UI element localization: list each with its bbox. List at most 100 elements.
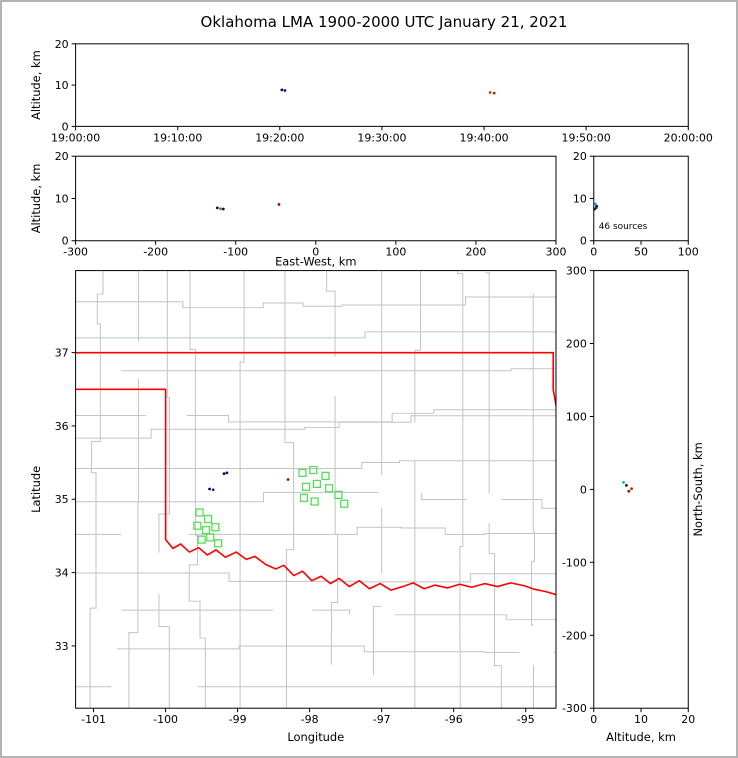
y-tick-label: 36 [55,420,69,433]
lma-station-marker [301,482,311,491]
axes-frame [75,43,689,127]
x-tick-label: 100 [385,246,406,259]
ew-height-ylabel: Altitude, km [29,164,43,234]
ew-height-panel: -300 -200 -100 0 100 200 300 0 10 20 East-West, km… [29,150,567,268]
source-point [222,472,226,476]
x-tick-label: 100 [678,246,699,259]
y-tick-label: 0 [62,235,69,248]
x-tick-label: -98 [301,713,319,726]
y-tick-label: 10 [573,192,587,205]
ns-height-xlabel: Altitude, km [606,730,676,744]
x-tick-label: 0 [590,246,597,259]
lma-station-marker [334,490,343,499]
y-tick-label: 0 [580,235,587,248]
ns-height-panel: 0 10 20 -300 -200 -100 0 100 200 300 Altitude, km N… [562,265,705,744]
x-tick-label: 0 [590,713,597,726]
lma-station-marker [193,521,202,530]
map-xlabel: Longitude [287,730,344,744]
x-tick-label: 300 [546,246,567,259]
x-tick-label: 19:00:00 [51,131,100,144]
y-tick-label: 10 [55,79,69,92]
y-tick-label: 100 [566,410,587,423]
y-tick-label: 200 [566,337,587,350]
lma-station-marker [211,523,220,532]
y-tick-label: -100 [562,556,587,569]
axes-frame [75,155,557,242]
x-tick-label: -99 [229,713,247,726]
x-tick-label: -100 [223,246,248,259]
source-point [225,471,229,475]
lma-station-marker [321,471,330,480]
y-tick-label: 0 [580,483,587,496]
source-point [622,481,625,484]
time-height-panel: 19:00:00 19:10:00 19:20:00 19:30:00 19:40:00… [29,38,713,144]
y-tick-label: 0 [62,120,69,133]
y-tick-label: 34 [55,567,69,580]
y-tick-label: -300 [562,702,587,715]
source-point [221,207,225,211]
source-point [595,204,599,208]
y-tick-label: 37 [55,347,69,360]
axes-frame [593,270,689,709]
x-tick-label: -100 [153,713,178,726]
x-tick-label: -300 [63,246,88,259]
lma-station-marker [206,533,215,542]
x-tick-label: -101 [81,713,106,726]
lma-station-marker [214,539,223,548]
source-point [630,487,633,491]
x-tick-label: 0 [312,246,319,259]
y-tick-label: -200 [562,629,587,642]
x-tick-label: 19:50:00 [562,131,611,144]
alt-hist-panel: 0 50 100 0 10 20 46 sources [573,150,699,258]
source-point [277,203,281,206]
lma-station-marker [195,508,204,517]
lma-station-marker [203,514,213,524]
lma-station-marker [309,465,318,475]
y-tick-label: 35 [55,493,69,506]
state-border [552,351,556,407]
x-tick-label: -200 [143,246,168,259]
x-tick-label: -96 [445,713,463,726]
y-tick-label: 20 [55,150,69,163]
source-point [286,478,290,481]
map-panel: -101 -100 -99 -98 -97 -96 -95 33 34 35 36 37 Longitu… [29,270,557,744]
lma-station-marker [197,535,206,544]
y-tick-label: 300 [566,265,587,278]
x-tick-label: -97 [373,713,391,726]
map-ylabel: Latitude [29,466,43,513]
ns-height-ylabel: North-South, km [691,442,705,536]
x-tick-label: 19:40:00 [460,131,509,144]
lma-station-marker [310,497,319,506]
y-tick-label: 33 [55,640,69,653]
lma-station-marker [312,479,322,489]
x-tick-label: 19:10:00 [153,131,202,144]
time-height-ylabel: Altitude, km [29,50,43,120]
source-count-annotation: 46 sources [599,222,648,232]
x-tick-label: 200 [465,246,486,259]
lma-station-marker [324,484,334,493]
source-point [492,91,496,95]
x-tick-label: 20 [681,713,695,726]
source-point [625,484,628,487]
x-tick-label: 50 [634,246,648,259]
source-point [593,202,597,206]
x-tick-label: 20:00:00 [664,131,713,144]
source-point [211,488,215,492]
lma-station-marker [298,468,307,478]
county-boundaries [75,270,556,709]
axes-frame [75,270,557,709]
x-tick-label: 19:30:00 [357,131,406,144]
y-tick-label: 10 [55,192,69,205]
y-tick-label: 20 [55,38,69,51]
y-tick-label: 20 [573,150,587,163]
ew-height-xlabel: East-West, km [275,255,356,269]
source-point [283,89,287,92]
source-point [488,91,492,94]
x-tick-label: 19:20:00 [255,131,304,144]
source-point [208,487,211,491]
source-point [219,207,222,211]
lma-station-marker [201,525,211,535]
lma-station-marker [299,493,309,502]
x-tick-label: 10 [634,713,648,726]
